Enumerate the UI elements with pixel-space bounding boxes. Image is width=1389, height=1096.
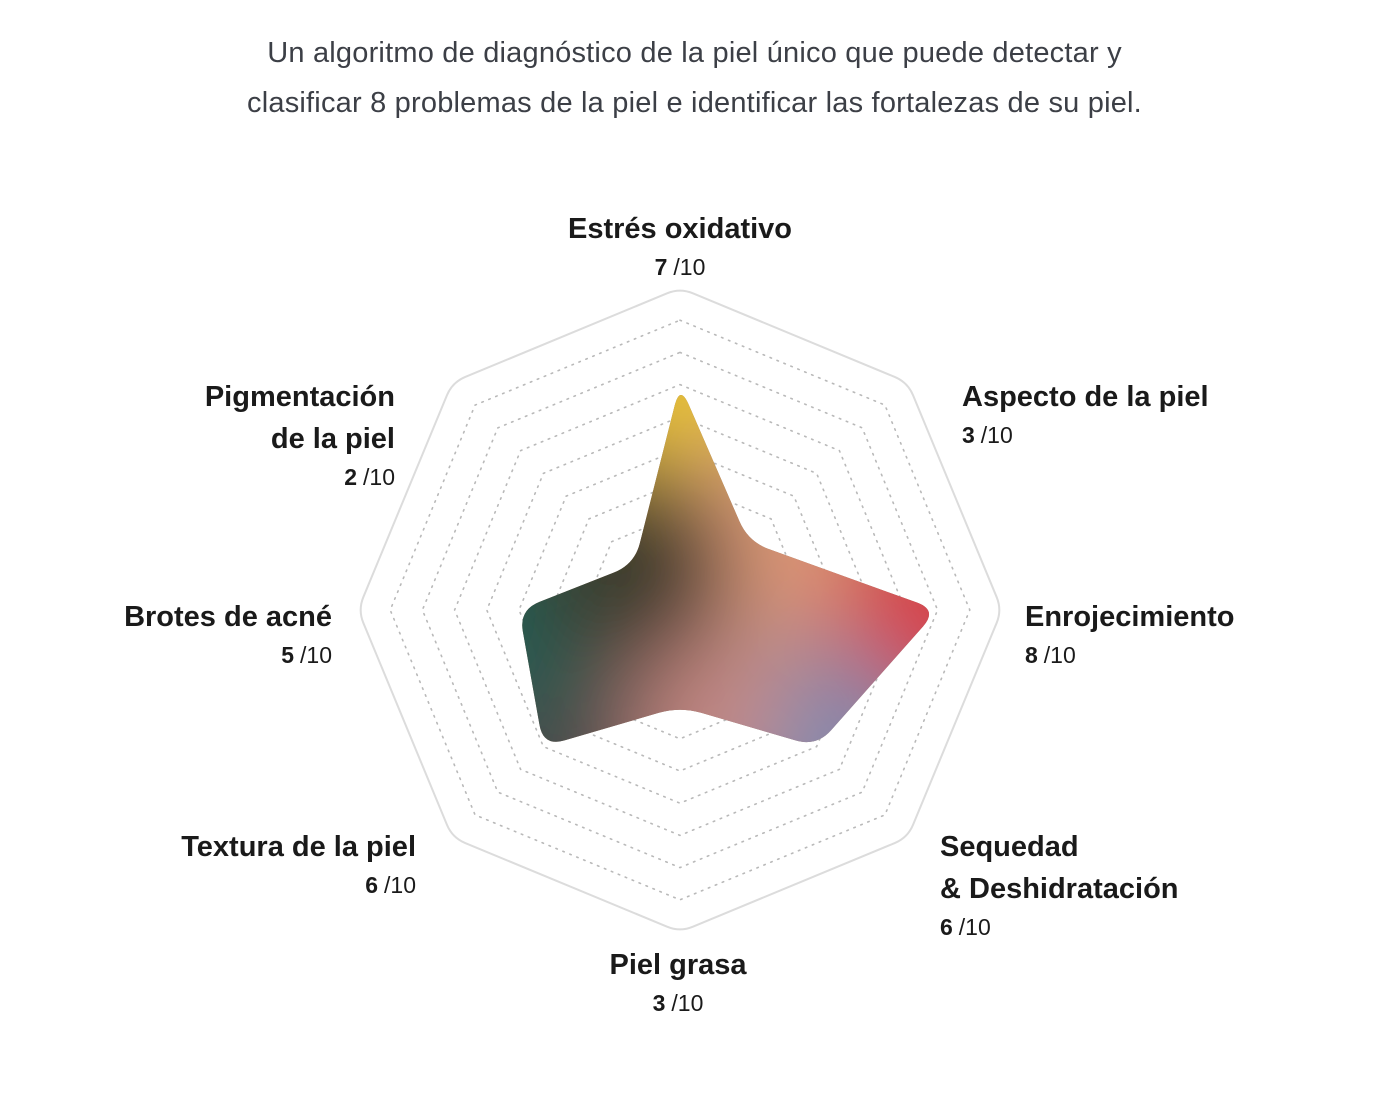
radar-point-3 <box>936 608 940 612</box>
radar-point-6 <box>541 745 545 749</box>
axis-label-1: Estrés oxidativo 7/10 <box>470 208 890 284</box>
axis-score: 3/10 <box>468 986 888 1020</box>
axis-score: 6/10 <box>940 910 1360 944</box>
axis-score-suffix: /10 <box>980 422 1013 448</box>
axis-name: Enrojecimiento <box>1025 596 1389 638</box>
radar-outer-ring <box>359 289 1001 931</box>
radar-ring-7 <box>453 383 907 837</box>
radar-gradient-fill <box>522 394 930 743</box>
axis-name: Aspecto de la piel <box>962 376 1382 418</box>
axis-label-6: Textura de la piel 6/10 <box>0 826 416 902</box>
axis-name: Brotes de acné <box>0 596 332 638</box>
axis-label-8: Pigmentación de la piel 2/10 <box>0 376 395 494</box>
axis-score-value: 8 <box>1025 642 1038 668</box>
axis-name-line: de la piel <box>270 423 395 455</box>
axis-score-suffix: /10 <box>363 464 395 490</box>
radar-grid <box>359 289 1001 931</box>
radar-ring-6 <box>485 415 875 805</box>
axis-score-suffix: /10 <box>673 254 706 280</box>
axis-score-suffix: /10 <box>1043 642 1076 668</box>
radar-data-shape <box>517 394 940 749</box>
axis-label-5: Piel grasa 3/10 <box>468 944 888 1020</box>
axis-score-suffix: /10 <box>300 642 332 668</box>
axis-label-3: Enrojecimiento 8/10 <box>1025 596 1389 672</box>
axis-name: Estrés oxidativo <box>470 208 890 250</box>
axis-score-value: 6 <box>940 914 953 940</box>
axis-name-line: Textura de la piel <box>181 831 416 863</box>
radar-color-blob-8 <box>529 459 740 670</box>
axis-name-line: Enrojecimiento <box>1025 601 1235 633</box>
axis-score: 7/10 <box>470 250 890 284</box>
radar-ring-8 <box>421 351 939 869</box>
axis-name: Sequedad & Deshidratación <box>940 826 1360 910</box>
axis-score-suffix: /10 <box>384 872 416 898</box>
axis-score: 8/10 <box>1025 638 1389 672</box>
axis-name-line: Aspecto de la piel <box>962 381 1209 413</box>
axis-name-line: & Deshidratación <box>940 873 1179 905</box>
axis-score-value: 3 <box>652 990 666 1016</box>
radar-ring-5 <box>518 448 842 772</box>
axis-label-2: Aspecto de la piel 3/10 <box>962 376 1382 452</box>
intro-line-2: clasificar 8 problemas de la piel e iden… <box>247 87 1142 119</box>
axis-label-4: Sequedad & Deshidratación 6/10 <box>940 826 1360 944</box>
axis-name: Piel grasa <box>468 944 888 986</box>
intro-text: Un algoritmo de diagnóstico de la piel ú… <box>0 28 1389 128</box>
axis-score: 5/10 <box>0 638 332 672</box>
axis-score: 6/10 <box>0 868 416 902</box>
axis-name-line: Piel grasa <box>609 949 747 981</box>
axis-score-value: 3 <box>962 422 975 448</box>
axis-score-value: 6 <box>365 872 379 898</box>
axis-score: 3/10 <box>962 418 1382 452</box>
axis-name-line: Sequedad <box>940 831 1079 863</box>
axis-score-value: 5 <box>281 642 295 668</box>
axis-score: 2/10 <box>0 460 395 494</box>
axis-score-suffix: /10 <box>958 914 991 940</box>
axis-score-value: 2 <box>344 464 358 490</box>
intro-line-1: Un algoritmo de diagnóstico de la piel ú… <box>267 37 1122 69</box>
axis-name: Pigmentación de la piel <box>0 376 395 460</box>
radar-color-blob-6 <box>522 641 649 743</box>
axis-label-7: Brotes de acné 5/10 <box>0 596 332 672</box>
axis-name-line: Brotes de acné <box>124 601 332 633</box>
axis-name-line: Estrés oxidativo <box>567 213 793 245</box>
radar-ring-9 <box>389 319 971 901</box>
axis-score-suffix: /10 <box>671 990 704 1016</box>
axis-name: Textura de la piel <box>0 826 416 868</box>
radar-point-7 <box>517 608 521 612</box>
axis-score-value: 7 <box>654 254 668 280</box>
axis-name-line: Pigmentación <box>204 381 395 413</box>
